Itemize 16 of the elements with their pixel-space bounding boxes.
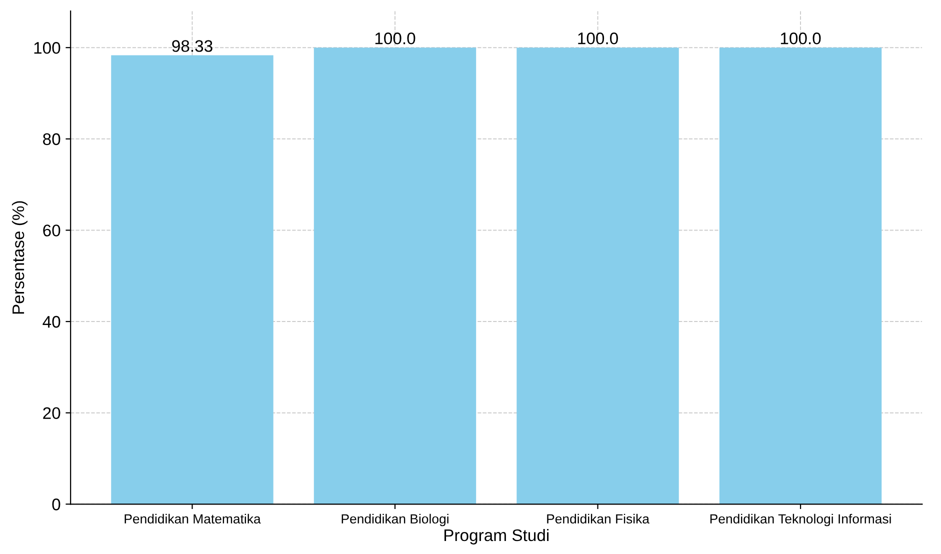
x-axis-title: Program Studi <box>444 528 549 544</box>
y-tick-label: 80 <box>43 133 60 146</box>
x-tick-label: Pendidikan Matematika <box>124 514 261 524</box>
x-tick-label: Pendidikan Biologi <box>342 514 448 526</box>
y-tick-label: 40 <box>42 316 60 328</box>
x-tick-label: Pendidikan Teknologi Informasi <box>710 514 891 526</box>
data-label: 100.0 <box>578 32 618 44</box>
y-axis-title: Persentase (%) <box>12 201 28 314</box>
y-tick-label: 20 <box>43 407 60 420</box>
y-tick-label: 0 <box>52 498 60 510</box>
data-label: 100.0 <box>780 32 821 44</box>
data-label: 98.33 <box>172 40 212 52</box>
y-tick-label: 100 <box>34 42 60 54</box>
data-label: 100.0 <box>375 32 416 44</box>
x-tick-label: Pendidikan Fisika <box>547 514 650 524</box>
y-tick-label: 60 <box>43 224 60 236</box>
